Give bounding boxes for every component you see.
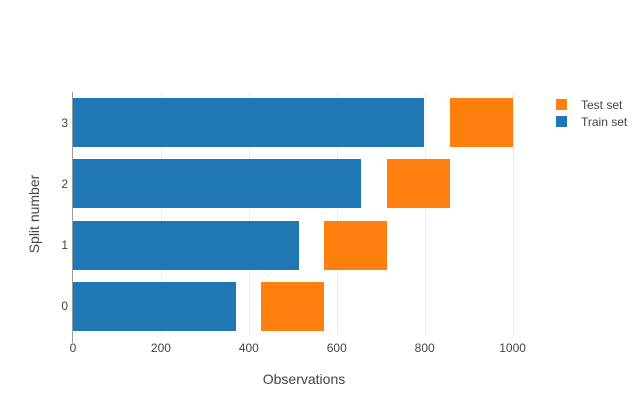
- x-tick-label: 800: [414, 341, 435, 355]
- grid-line: [248, 92, 250, 337]
- y-tick-label: 3: [61, 115, 68, 130]
- x-tick-label: 0: [69, 341, 77, 355]
- grid-line: [512, 92, 514, 337]
- legend-label: Train set: [581, 114, 628, 129]
- x-tick-label: 400: [238, 341, 259, 355]
- bar-train-set-split-0: [73, 281, 236, 331]
- legend-swatch-train-set: [556, 116, 567, 127]
- legend: Test set Train set: [556, 96, 627, 130]
- bar-test-set-split-3: [449, 98, 513, 148]
- y-tick-label: 2: [61, 176, 68, 191]
- grid-line: [336, 92, 338, 337]
- x-tick-label: 1000: [499, 341, 526, 355]
- y-axis-title: Split number: [26, 174, 42, 254]
- bar-train-set-split-3: [73, 98, 425, 148]
- x-axis-title: Observations: [262, 371, 346, 387]
- grid-line: [160, 92, 162, 337]
- x-tick-label: 200: [150, 341, 171, 355]
- bar-test-set-split-1: [324, 220, 387, 270]
- zero-line: [72, 92, 73, 343]
- legend-item-test-set[interactable]: Test set: [556, 96, 627, 113]
- bar-train-set-split-1: [73, 220, 299, 270]
- legend-item-train-set[interactable]: Train set: [556, 113, 627, 130]
- bar-train-set-split-2: [73, 159, 362, 209]
- legend-swatch-test-set: [556, 99, 567, 110]
- bar-test-set-split-2: [386, 159, 450, 209]
- y-tick-label: 0: [61, 299, 68, 314]
- bar-test-set-split-0: [261, 281, 324, 331]
- legend-label: Test set: [581, 97, 623, 112]
- plot-area: [72, 92, 535, 343]
- y-tick-label: 1: [61, 238, 68, 253]
- grid-line: [424, 92, 426, 337]
- x-tick-label: 600: [326, 341, 347, 355]
